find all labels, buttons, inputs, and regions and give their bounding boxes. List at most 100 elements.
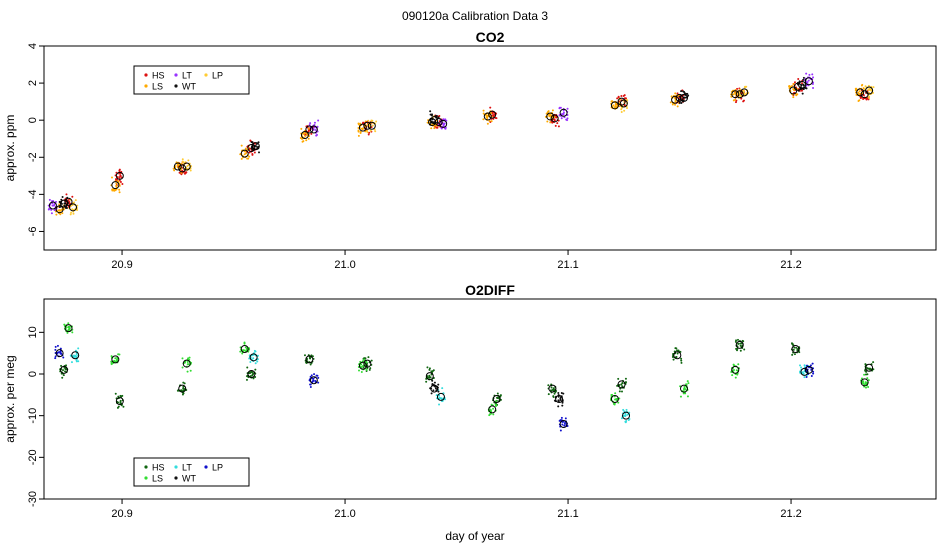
data-point <box>482 109 485 112</box>
data-point <box>563 422 566 425</box>
data-point <box>66 331 69 334</box>
series-hs <box>63 78 870 209</box>
data-point <box>735 339 738 342</box>
data-point <box>617 401 620 404</box>
data-point <box>57 351 60 354</box>
data-point <box>812 86 815 89</box>
data-point <box>183 172 186 175</box>
data-point <box>430 127 433 130</box>
data-point <box>118 353 121 356</box>
data-point <box>560 117 563 120</box>
legend-marker <box>144 476 148 480</box>
data-point <box>865 386 868 389</box>
mean-marker <box>182 359 191 368</box>
data-point <box>800 366 803 369</box>
data-point <box>74 199 77 202</box>
data-point <box>437 383 440 386</box>
series-ls <box>63 322 870 417</box>
legend-label: LP <box>212 71 223 81</box>
data-point <box>742 340 745 343</box>
data-point <box>62 369 65 372</box>
data-point <box>551 388 554 391</box>
data-point <box>547 110 550 113</box>
data-point <box>369 367 372 370</box>
data-point <box>788 85 791 88</box>
data-point <box>671 103 674 106</box>
data-point <box>115 185 118 188</box>
legend-label: LT <box>182 463 192 473</box>
data-point <box>63 366 66 369</box>
data-point <box>75 360 78 363</box>
x-tick-label: 21.2 <box>780 508 801 520</box>
data-point <box>310 374 313 377</box>
data-point <box>257 141 260 144</box>
data-point <box>866 377 869 380</box>
data-point <box>246 157 249 160</box>
data-point <box>249 375 252 378</box>
data-point <box>316 374 319 377</box>
mean-marker <box>439 119 448 128</box>
data-point <box>732 363 735 366</box>
data-point <box>176 166 179 169</box>
data-point <box>560 416 563 419</box>
x-tick-label: 21.1 <box>557 259 578 271</box>
data-point <box>620 417 623 420</box>
mean-marker <box>115 171 124 180</box>
data-point <box>245 347 248 350</box>
data-point <box>245 152 248 155</box>
data-point <box>811 73 814 76</box>
y-tick-label: -6 <box>27 227 39 237</box>
data-point <box>189 169 192 172</box>
data-point <box>252 357 255 360</box>
legend-label: HS <box>152 71 165 81</box>
data-point <box>248 151 251 154</box>
data-point <box>674 99 677 102</box>
data-point <box>549 121 552 124</box>
mean-marker <box>247 370 256 378</box>
data-point <box>805 72 808 75</box>
data-point <box>374 130 377 133</box>
data-point <box>866 367 869 370</box>
data-point <box>614 392 617 395</box>
legend-marker <box>144 84 148 88</box>
data-point <box>612 402 615 405</box>
data-point <box>114 357 117 360</box>
data-point <box>71 208 74 211</box>
data-point <box>687 94 690 97</box>
data-point <box>547 393 550 396</box>
data-point <box>182 389 185 392</box>
data-point <box>674 92 677 95</box>
data-point <box>313 121 316 124</box>
data-point <box>53 209 56 212</box>
series-lp <box>68 84 875 216</box>
data-point <box>731 374 734 377</box>
data-point <box>437 390 440 393</box>
data-point <box>241 352 244 355</box>
data-point <box>854 87 857 90</box>
data-point <box>861 380 864 383</box>
data-point <box>441 387 444 390</box>
data-point <box>360 127 363 130</box>
mean-marker <box>309 125 318 134</box>
data-point <box>482 118 485 121</box>
data-point <box>248 155 251 158</box>
data-point <box>317 381 320 384</box>
data-point <box>251 374 254 377</box>
data-point <box>181 160 184 163</box>
data-point <box>61 212 64 215</box>
data-point <box>805 87 808 90</box>
y-tick-label: -2 <box>27 152 39 162</box>
mean-marker <box>367 121 376 130</box>
mean-marker <box>673 351 682 360</box>
data-point <box>314 380 317 383</box>
data-point <box>309 122 312 125</box>
mean-marker <box>309 376 318 385</box>
data-point <box>365 368 368 371</box>
data-point <box>811 362 814 365</box>
data-point <box>181 393 184 396</box>
data-point <box>625 408 628 411</box>
data-point <box>114 392 117 395</box>
figure-title: 090120a Calibration Data 3 <box>402 9 548 23</box>
data-point <box>734 376 737 379</box>
